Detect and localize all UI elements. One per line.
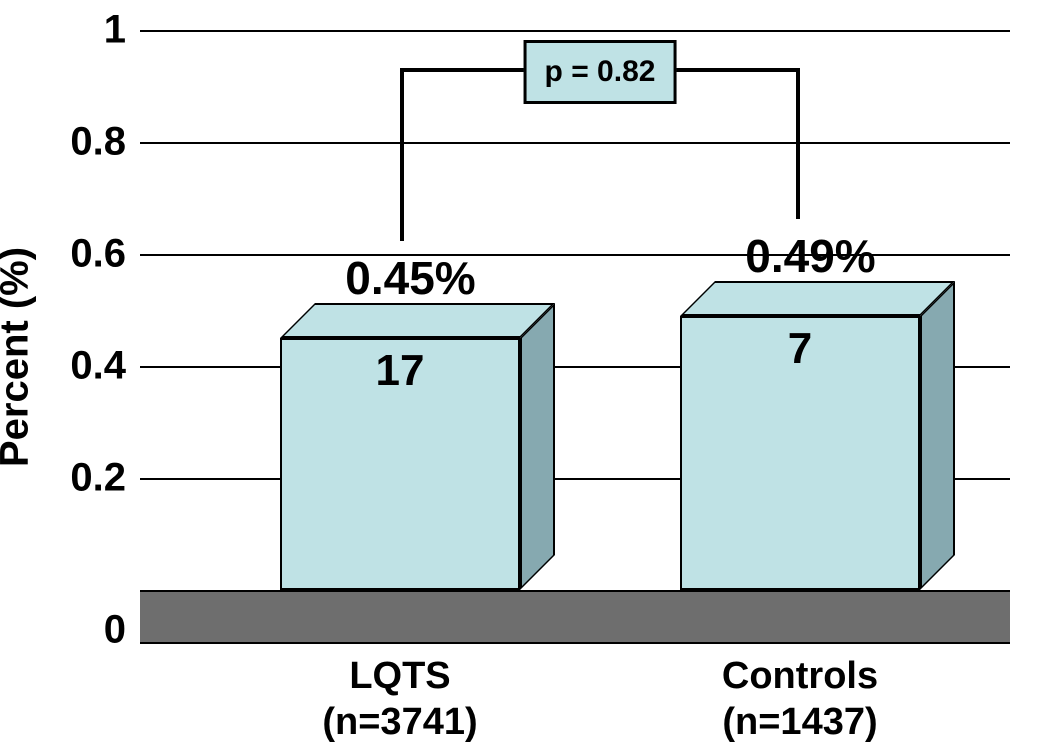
bar <box>680 281 955 590</box>
gridline <box>140 254 1010 256</box>
y-tick-label: 1 <box>104 8 140 53</box>
x-category-label: Controls(n=1437) <box>722 646 878 745</box>
chart-container: Percent (%) 00.20.40.60.810.45%17LQTS(n=… <box>0 0 1050 714</box>
y-axis-label: Percent (%) <box>0 247 38 467</box>
chart-floor <box>140 590 1010 644</box>
plot-area: 00.20.40.60.810.45%17LQTS(n=3741)0.49%7C… <box>140 30 1010 640</box>
significance-bracket <box>400 68 404 241</box>
p-value-box: p = 0.82 <box>524 40 677 104</box>
x-category-label: LQTS(n=3741) <box>322 646 477 745</box>
bar-count-label: 7 <box>788 324 812 374</box>
bar-value-label: 0.45% <box>345 251 475 305</box>
y-tick-label: 0.4 <box>70 344 140 389</box>
y-tick-label: 0 <box>104 608 140 653</box>
y-tick-label: 0.6 <box>70 232 140 277</box>
y-tick-label: 0.2 <box>70 456 140 501</box>
y-tick-label: 0.8 <box>70 120 140 165</box>
gridline <box>140 142 1010 144</box>
gridline <box>140 30 1010 32</box>
bar-count-label: 17 <box>376 346 425 396</box>
significance-bracket <box>796 68 800 219</box>
bar-value-label: 0.49% <box>745 229 875 283</box>
